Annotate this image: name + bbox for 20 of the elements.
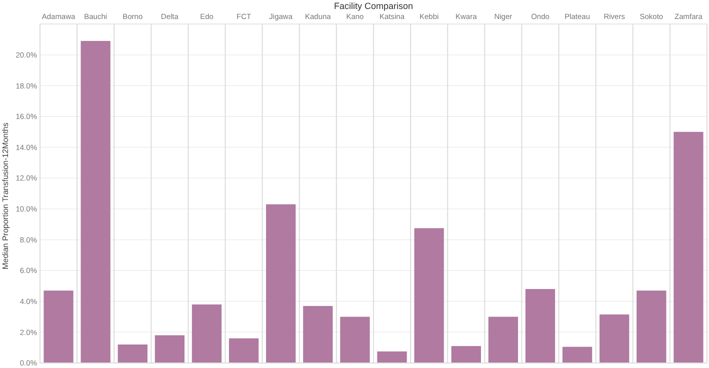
bar (562, 346, 592, 363)
bar (340, 316, 370, 363)
chart-title: Facility Comparison (334, 1, 414, 11)
bar (266, 204, 296, 363)
bar (451, 346, 481, 363)
bar (118, 344, 148, 363)
bar (525, 289, 556, 363)
bar (414, 228, 444, 363)
bar (154, 335, 185, 363)
bar (303, 306, 333, 363)
bar (488, 316, 518, 363)
bar (80, 40, 110, 363)
bar (636, 290, 666, 363)
bar (674, 132, 704, 363)
y-axis-title: Median Proportion Transfusion-12Months (1, 122, 10, 270)
bar (377, 351, 407, 363)
bar (228, 338, 259, 363)
bar (600, 314, 630, 363)
bar (44, 290, 74, 363)
bar (192, 304, 222, 363)
